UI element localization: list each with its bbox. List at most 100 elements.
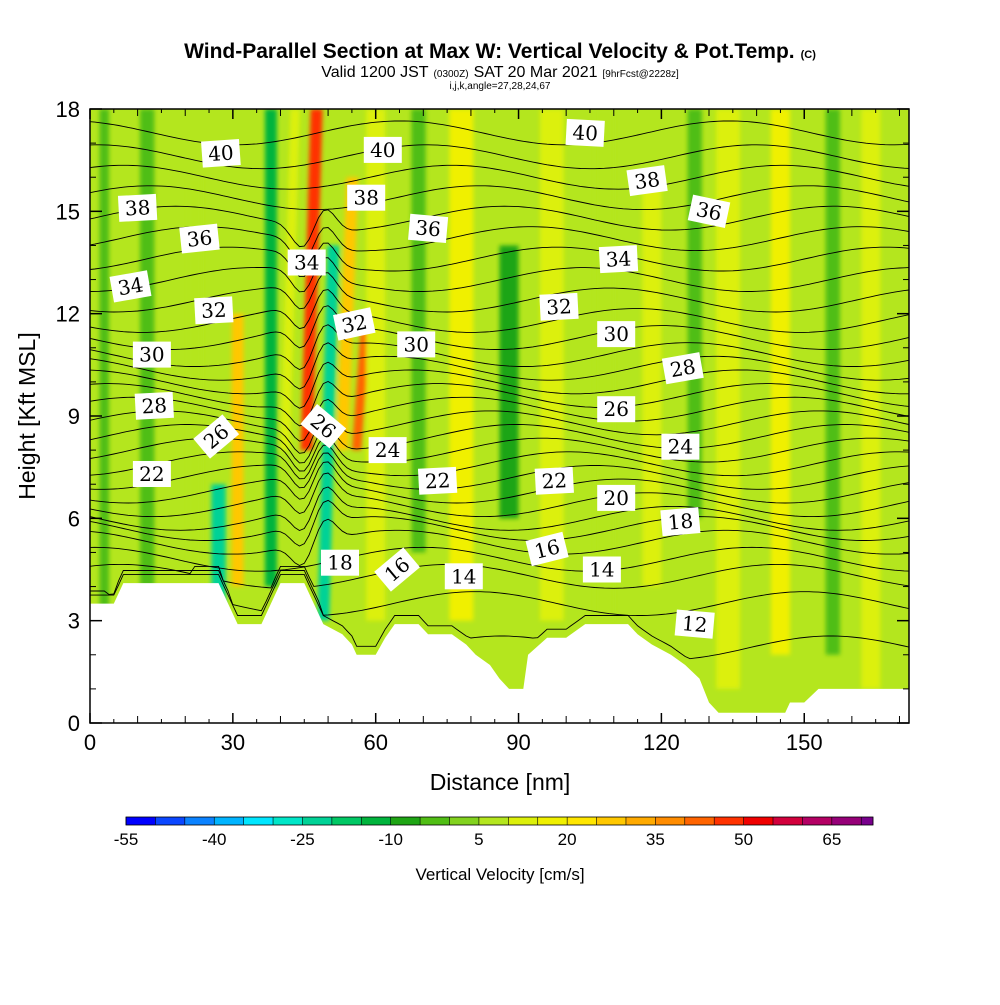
chart-title: Wind-Parallel Section at Max W: Vertical… xyxy=(184,40,816,63)
contour-label-box xyxy=(582,556,621,583)
contour-label-30: 30 xyxy=(597,321,636,348)
contour-label-18: 18 xyxy=(660,507,701,537)
contour-label-14: 14 xyxy=(444,563,483,590)
isentrope-21 xyxy=(90,452,909,490)
contour-label-text: 32 xyxy=(339,310,369,339)
isentrope-16 xyxy=(90,518,909,567)
plot-area: 40 40 40 38 38 38 36 36 36 34 34 34 32 32 32 30 30 30 28 28… xyxy=(90,109,909,723)
isentrope-38 xyxy=(90,185,909,211)
colorbar-tick-label: 50 xyxy=(734,830,753,849)
w-feature-5 xyxy=(264,109,277,587)
colorbar-swatch xyxy=(537,817,568,825)
contour-label-box xyxy=(132,341,171,368)
contour-label-box xyxy=(539,292,579,321)
contour-label-22: 22 xyxy=(417,466,458,495)
contour-label-34: 34 xyxy=(598,245,639,274)
contour-label-box xyxy=(363,136,402,163)
colorbar-swatch xyxy=(773,817,803,825)
contour-label-box xyxy=(194,296,234,325)
y-tick-label: 9 xyxy=(68,404,80,429)
isentrope-13 xyxy=(90,570,909,616)
contour-label-text: 24 xyxy=(375,438,400,462)
colorbar-swatch xyxy=(361,817,391,825)
contour-label-26: 26 xyxy=(300,404,347,449)
isentrope-27 xyxy=(90,380,909,427)
y-axis-title: Height [Kft MSL] xyxy=(14,332,40,499)
contour-label-box xyxy=(687,194,731,228)
contour-label-box xyxy=(201,139,241,168)
isentrope-20 xyxy=(90,461,909,504)
contour-label-14: 14 xyxy=(582,556,621,583)
contour-label-text: 40 xyxy=(207,140,234,166)
contour-label-36: 36 xyxy=(179,223,220,254)
contour-label-text: 34 xyxy=(294,251,319,275)
colorbar-swatch xyxy=(302,817,333,825)
colorbar-tick-label: -55 xyxy=(114,830,139,849)
contour-label-text: 36 xyxy=(186,225,214,252)
contour-label-38: 38 xyxy=(347,184,386,211)
contour-label-32: 32 xyxy=(539,292,579,321)
w-feature-2 xyxy=(187,177,202,587)
contour-label-text: 30 xyxy=(403,332,428,356)
contour-label-text: 38 xyxy=(633,167,662,194)
contour-label-12: 12 xyxy=(674,609,715,639)
contour-label-box xyxy=(444,563,483,590)
y-tick-label: 12 xyxy=(56,302,80,327)
contour-label-text: 22 xyxy=(424,468,451,493)
contour-label-36: 36 xyxy=(687,194,731,228)
y-tick-label: 15 xyxy=(56,199,80,224)
contour-label-40: 40 xyxy=(565,118,605,147)
w-feature-21 xyxy=(825,109,840,655)
contour-label-box xyxy=(117,193,158,222)
colorbar-swatch xyxy=(478,817,509,825)
colorbar-tick-label: 5 xyxy=(474,830,483,849)
x-tick-label: 0 xyxy=(84,730,96,755)
contour-label-box xyxy=(408,213,449,244)
colorbar-swatch xyxy=(390,817,421,825)
contour-label-text: 28 xyxy=(141,393,168,418)
contour-label-30: 30 xyxy=(397,331,436,358)
x-tick-label: 90 xyxy=(506,730,530,755)
contour-label-box xyxy=(417,466,458,495)
contour-label-text: 14 xyxy=(451,564,476,588)
x-tick-label: 60 xyxy=(363,730,387,755)
contour-label-box xyxy=(661,352,704,385)
contour-label-text: 30 xyxy=(603,322,628,346)
isentrope-34 xyxy=(90,257,909,293)
contour-label-box xyxy=(597,484,636,511)
contour-label-text: 28 xyxy=(668,354,697,382)
w-feature-19 xyxy=(716,109,740,689)
colorbar-swatch xyxy=(420,817,450,825)
isentrope-19 xyxy=(90,472,909,518)
contour-label-26: 26 xyxy=(597,396,636,423)
contour-label-34: 34 xyxy=(109,270,152,303)
contour-label-40: 40 xyxy=(201,139,241,168)
contour-label-box xyxy=(534,466,574,495)
contour-label-34: 34 xyxy=(287,249,326,276)
contour-label-30: 30 xyxy=(132,341,171,368)
w-feature-22 xyxy=(861,109,881,689)
colorbar-swatch xyxy=(184,817,215,825)
isentrope-40 xyxy=(90,144,909,170)
contour-label-24: 24 xyxy=(368,437,407,464)
contour-label-box xyxy=(333,307,376,341)
contour-label-box xyxy=(525,531,569,567)
contour-label-38: 38 xyxy=(117,193,158,222)
contour-label-36: 36 xyxy=(408,213,449,244)
colorbar-tick-label: -25 xyxy=(290,830,315,849)
colorbar-swatch xyxy=(449,817,480,825)
isentrope-14 xyxy=(90,563,909,589)
isentrope-12 xyxy=(90,574,909,660)
w-feature-14 xyxy=(499,245,519,519)
x-tick-label: 30 xyxy=(221,730,245,755)
contour-label-box xyxy=(347,184,386,211)
contour-label-text: 16 xyxy=(532,534,563,563)
contour-labels: 40 40 40 38 38 38 36 36 36 34 34 34 32 32 32 30 30 30 28 28… xyxy=(109,118,731,639)
contour-label-text: 14 xyxy=(589,558,614,582)
colorbar-swatch xyxy=(596,817,627,825)
contour-label-text: 20 xyxy=(603,486,628,510)
contour-label-box xyxy=(132,461,171,487)
w-feature-4 xyxy=(231,313,244,587)
